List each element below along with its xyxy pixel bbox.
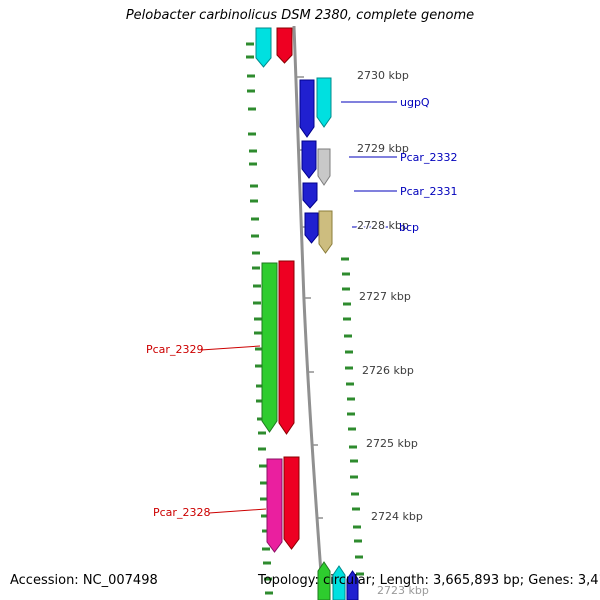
gene-label-pcar-2332[interactable]: Pcar_2332 bbox=[400, 151, 457, 164]
gene-label-pcar-2329[interactable]: Pcar_2329 bbox=[146, 343, 203, 356]
gene-arrow-pcar-2332-silver[interactable] bbox=[317, 148, 331, 186]
gene-label-line-pcar-2329 bbox=[200, 345, 261, 351]
genome-stats-text: Topology: circular; Length: 3,665,893 bp… bbox=[258, 573, 600, 588]
gene-arrow-bottom-blue[interactable] bbox=[346, 570, 359, 600]
gene-arrow-top-red[interactable] bbox=[276, 27, 293, 64]
kbp-label-2730: 2730 kbp bbox=[357, 69, 409, 82]
gene-arrow-pcar-2332[interactable] bbox=[301, 140, 317, 179]
kbp-label-2726: 2726 kbp bbox=[362, 364, 414, 377]
gene-arrow-pcar-2331[interactable] bbox=[302, 182, 318, 209]
feature-ticks-left bbox=[246, 42, 273, 595]
gene-arrow-bottom-green[interactable] bbox=[317, 561, 331, 600]
gene-arrow-bcp[interactable] bbox=[318, 210, 333, 254]
gene-arrow-ugpq[interactable] bbox=[316, 77, 332, 128]
gene-arrow-pcar-2328-red[interactable] bbox=[283, 456, 300, 550]
gene-arrow-pcar-2329-red[interactable] bbox=[278, 260, 295, 435]
gene-label-pcar-2331[interactable]: Pcar_2331 bbox=[400, 185, 457, 198]
gene-arrow-bottom-cyan[interactable] bbox=[332, 565, 346, 600]
genome-title: Pelobacter carbinolicus DSM 2380, comple… bbox=[125, 8, 475, 23]
gene-arrow-pcar-2329-green[interactable] bbox=[261, 262, 278, 433]
feature-ticks-right bbox=[341, 257, 364, 576]
kbp-label-2724: 2724 kbp bbox=[371, 510, 423, 523]
genome-axis bbox=[292, 25, 325, 600]
gene-arrow-blue-1[interactable] bbox=[299, 79, 315, 138]
kbp-label-2729: 2729 kbp bbox=[357, 142, 409, 155]
gene-arrow-blue-2[interactable] bbox=[304, 212, 319, 244]
gene-label-pcar-2328[interactable]: Pcar_2328 bbox=[153, 506, 210, 519]
gene-arrow-top-cyan[interactable] bbox=[255, 27, 272, 68]
kbp-label-2727: 2727 kbp bbox=[359, 290, 411, 303]
gene-arrow-pcar-2328-magenta[interactable] bbox=[266, 458, 283, 553]
gene-label-bcp[interactable]: bcp bbox=[399, 221, 419, 234]
kbp-label-2728: 2728 kbp bbox=[357, 219, 409, 232]
kbp-label-2725: 2725 kbp bbox=[366, 437, 418, 450]
gene-label-line-pcar-2328 bbox=[208, 508, 267, 514]
kbp-label-2723: 2723 kbp bbox=[377, 584, 429, 597]
accession-text: Accession: NC_007498 bbox=[10, 573, 158, 588]
gene-label-ugpq[interactable]: ugpQ bbox=[400, 96, 430, 109]
